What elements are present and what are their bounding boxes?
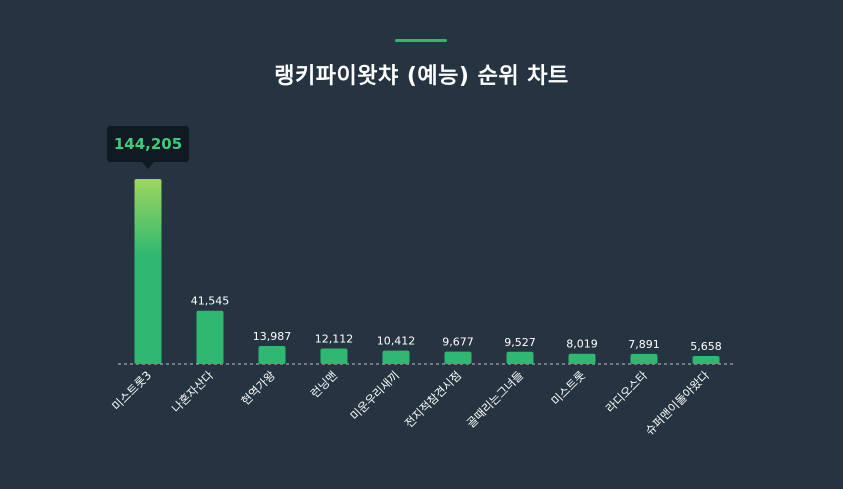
value-label-2: 41,545 <box>191 295 230 308</box>
category-label-3: 현역가왕 <box>238 368 278 408</box>
category-label-9: 라디오스타 <box>603 368 651 416</box>
category-label-4: 런닝맨 <box>308 368 340 400</box>
bar-3[interactable] <box>258 346 286 364</box>
bar-5[interactable] <box>382 350 410 364</box>
chart-title: 랭키파이왓챠 (예능) 순위 차트 <box>274 64 569 89</box>
title-accent-line <box>395 39 447 42</box>
category-label-5: 미운우리새끼 <box>347 368 402 423</box>
category-label-10: 슈퍼맨이돌아왔다 <box>642 368 712 438</box>
value-label-9: 7,891 <box>628 338 660 351</box>
bar-2[interactable] <box>196 310 224 364</box>
tooltip-box <box>107 126 189 162</box>
category-label-7: 골때리는그녀들 <box>464 368 526 430</box>
bar-4[interactable] <box>320 348 348 364</box>
value-label-4: 12,112 <box>315 332 354 345</box>
bar-10[interactable] <box>692 356 720 364</box>
tooltip-pointer <box>142 162 154 169</box>
bar-8[interactable] <box>568 353 596 364</box>
category-label-2: 나혼자산다 <box>169 368 217 416</box>
value-label-10: 5,658 <box>690 340 722 353</box>
bar-7[interactable] <box>506 351 534 364</box>
bar-9[interactable] <box>630 353 658 364</box>
value-label-8: 8,019 <box>566 338 598 351</box>
category-label-1: 미스트롯3 <box>109 368 154 413</box>
category-label-6: 전지적참견시점 <box>402 368 464 430</box>
category-label-8: 미스트롯 <box>548 368 588 408</box>
value-label-5: 10,412 <box>377 335 416 348</box>
value-label-7: 9,527 <box>504 336 536 349</box>
value-label-6: 9,677 <box>442 336 474 349</box>
bar-1[interactable] <box>134 179 162 364</box>
bar-6[interactable] <box>444 351 472 364</box>
value-label-3: 13,987 <box>253 330 292 343</box>
tooltip-value: 144,205 <box>114 135 182 153</box>
